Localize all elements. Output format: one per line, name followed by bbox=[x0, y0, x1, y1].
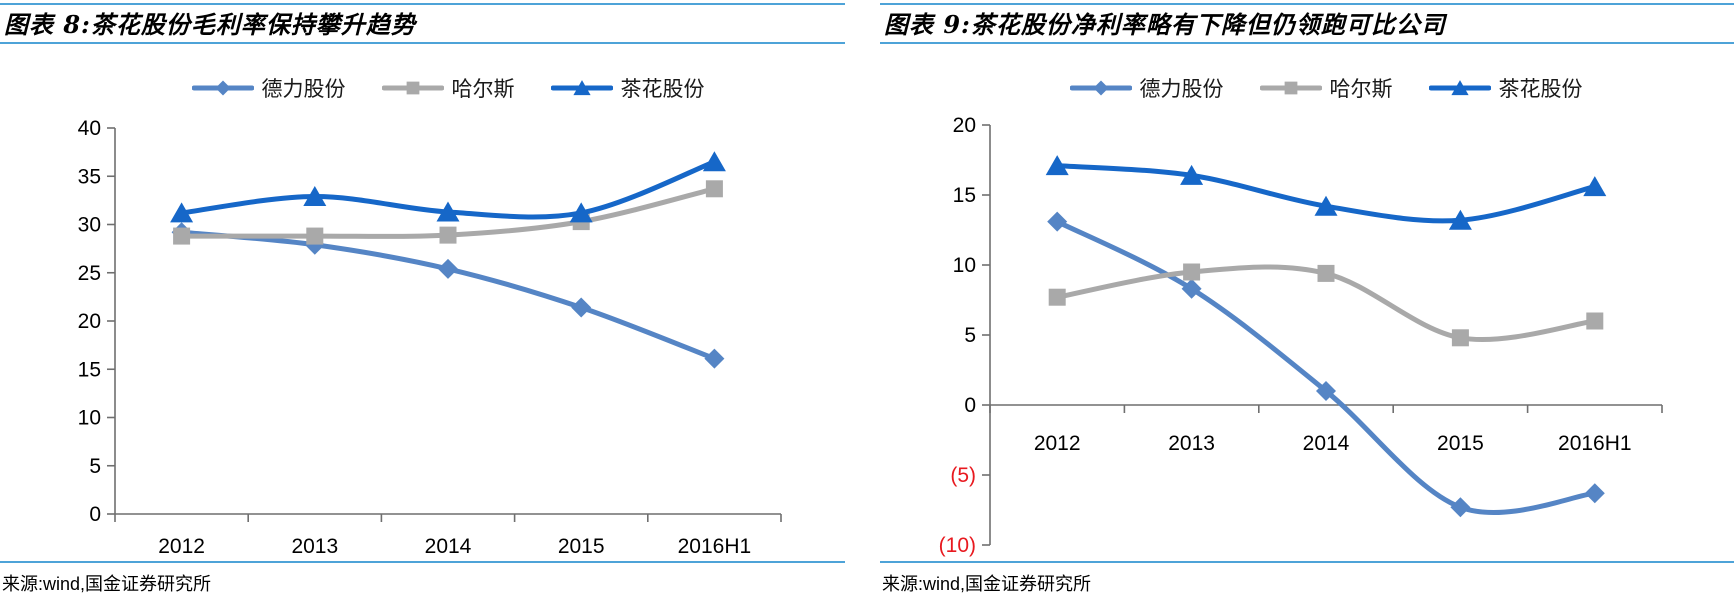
legend-label: 哈尔斯 bbox=[451, 78, 515, 101]
fig9-marker-triangle-茶花股份 bbox=[1314, 195, 1338, 216]
fig9-marker-triangle-茶花股份 bbox=[1045, 155, 1069, 176]
legend-label: 茶花股份 bbox=[620, 78, 705, 101]
legend-marker-德力股份 bbox=[1093, 80, 1108, 96]
fig8-marker-square-哈尔斯 bbox=[439, 226, 457, 244]
figure9-top-rule bbox=[880, 3, 1734, 5]
fig9-y-tick-label: 10 bbox=[953, 254, 976, 277]
fig8-y-tick-label: 40 bbox=[78, 117, 101, 140]
fig9-y-tick-label: (5) bbox=[950, 464, 976, 487]
fig8-marker-square-哈尔斯 bbox=[306, 227, 324, 245]
figure9-bottom-rule bbox=[880, 561, 1734, 563]
fig8-y-tick-label: 0 bbox=[89, 503, 101, 526]
fig8-y-tick-label: 20 bbox=[78, 310, 101, 333]
fig9-x-tick-label: 2016H1 bbox=[1558, 432, 1632, 455]
legend-marker-哈尔斯 bbox=[1284, 81, 1297, 95]
fig9-marker-triangle-茶花股份 bbox=[1448, 209, 1472, 230]
figure8-title: 图表 8:茶花股份毛利率保持攀升趋势 bbox=[4, 10, 416, 39]
fig9-y-tick-label: 20 bbox=[953, 114, 976, 137]
legend-item-茶花股份: 茶花股份 bbox=[1428, 73, 1583, 103]
fig8-y-tick-label: 5 bbox=[89, 455, 101, 478]
legend-marker-德力股份 bbox=[215, 80, 230, 96]
legend-item-哈尔斯: 哈尔斯 bbox=[1259, 73, 1393, 103]
fig9-marker-diamond-德力股份 bbox=[1047, 211, 1068, 232]
fig9-x-tick-label: 2013 bbox=[1168, 432, 1215, 455]
square-legend-icon bbox=[381, 81, 444, 95]
fig8-y-tick-label: 25 bbox=[78, 262, 101, 285]
fig8-x-tick-label: 2014 bbox=[425, 535, 472, 558]
fig8-y-tick-label: 15 bbox=[78, 358, 101, 381]
square-legend-icon bbox=[1259, 81, 1322, 95]
legend-marker-哈尔斯 bbox=[406, 81, 419, 95]
fig8-marker-diamond-德力股份 bbox=[571, 297, 592, 318]
figure8-panel: 图表 8:茶花股份毛利率保持攀升趋势 德力股份 哈尔斯 茶花股份 0 5 10 15 20 2… bbox=[0, 0, 845, 616]
figure9-title-underline bbox=[880, 42, 1734, 44]
fig8-y-tick-label: 30 bbox=[78, 214, 101, 237]
fig8-marker-diamond-德力股份 bbox=[438, 258, 458, 279]
legend-marker-茶花股份 bbox=[1450, 80, 1469, 96]
fig9-x-tick-label: 2014 bbox=[1303, 432, 1350, 455]
fig9-y-tick-label: 5 bbox=[964, 324, 976, 347]
fig8-series-line-德力股份 bbox=[179, 229, 717, 362]
legend-item-茶花股份: 茶花股份 bbox=[550, 73, 705, 103]
legend-label: 茶花股份 bbox=[1498, 78, 1583, 101]
legend-label: 德力股份 bbox=[261, 78, 346, 101]
figure8-bottom-rule bbox=[0, 561, 845, 563]
figure8-source-note: 来源:wind,国金证券研究所 bbox=[2, 574, 212, 594]
legend-item-德力股份: 德力股份 bbox=[1069, 73, 1224, 103]
fig8-marker-triangle-茶花股份 bbox=[436, 201, 460, 222]
diamond-legend-icon bbox=[191, 80, 254, 96]
figure8-line-chart: 0 5 10 15 20 25 30 35 40 2012 2013 2014 2015 2016H1 bbox=[78, 117, 782, 558]
fig8-marker-diamond-德力股份 bbox=[704, 348, 725, 369]
figure8-top-rule bbox=[0, 3, 845, 5]
fig9-marker-diamond-德力股份 bbox=[1450, 497, 1471, 518]
fig9-x-tick-label: 2015 bbox=[1437, 432, 1484, 455]
figure8-title-underline bbox=[0, 42, 845, 44]
fig9-marker-triangle-茶花股份 bbox=[1180, 164, 1204, 185]
diamond-legend-icon bbox=[1069, 80, 1132, 96]
fig8-marker-triangle-茶花股份 bbox=[303, 186, 327, 207]
figure8-legend: 德力股份 哈尔斯 茶花股份 bbox=[115, 72, 781, 104]
fig8-y-tick-label: 10 bbox=[78, 407, 101, 430]
triangle-legend-icon bbox=[550, 80, 613, 96]
fig9-marker-square-哈尔斯 bbox=[1451, 329, 1469, 347]
fig9-marker-square-哈尔斯 bbox=[1317, 264, 1335, 282]
figure9-panel: 图表 9:茶花股份净利率略有下降但仍领跑可比公司 德力股份 哈尔斯 茶花股份 (10… bbox=[880, 0, 1734, 616]
fig9-marker-triangle-茶花股份 bbox=[1583, 176, 1607, 197]
fig8-marker-square-哈尔斯 bbox=[173, 227, 191, 245]
fig8-x-tick-label: 2012 bbox=[158, 535, 205, 558]
fig8-x-tick-label: 2015 bbox=[558, 535, 605, 558]
fig9-marker-diamond-德力股份 bbox=[1181, 278, 1202, 299]
fig9-marker-square-哈尔斯 bbox=[1048, 288, 1066, 306]
figure9-source-note: 来源:wind,国金证券研究所 bbox=[882, 574, 1092, 594]
fig8-x-tick-label: 2016H1 bbox=[678, 535, 752, 558]
fig8-x-tick-label: 2013 bbox=[291, 535, 338, 558]
legend-item-哈尔斯: 哈尔斯 bbox=[381, 73, 515, 103]
legend-label: 哈尔斯 bbox=[1329, 78, 1393, 101]
fig9-y-tick-label: (10) bbox=[939, 534, 976, 557]
fig9-marker-diamond-德力股份 bbox=[1316, 381, 1336, 401]
fig9-marker-square-哈尔斯 bbox=[1586, 312, 1604, 330]
fig8-marker-square-哈尔斯 bbox=[705, 180, 723, 198]
figure9-legend: 德力股份 哈尔斯 茶花股份 bbox=[990, 72, 1662, 104]
legend-label: 德力股份 bbox=[1139, 78, 1224, 101]
fig8-marker-triangle-茶花股份 bbox=[702, 151, 726, 172]
fig9-marker-diamond-德力股份 bbox=[1584, 483, 1605, 504]
legend-item-德力股份: 德力股份 bbox=[191, 73, 346, 103]
fig8-y-tick-label: 35 bbox=[78, 165, 101, 188]
fig8-marker-triangle-茶花股份 bbox=[569, 202, 593, 223]
triangle-legend-icon bbox=[1428, 80, 1491, 96]
fig9-x-tick-label: 2012 bbox=[1034, 432, 1081, 455]
fig9-y-tick-label: 0 bbox=[964, 394, 976, 417]
fig8-marker-triangle-茶花股份 bbox=[170, 202, 194, 223]
figure9-line-chart: (10) (5) 0 5 10 15 20 2012 2013 2014 2015 2016H1 bbox=[939, 114, 1663, 557]
fig9-marker-square-哈尔斯 bbox=[1183, 263, 1201, 281]
legend-marker-茶花股份 bbox=[572, 80, 591, 96]
figure9-title: 图表 9:茶花股份净利率略有下降但仍领跑可比公司 bbox=[884, 10, 1446, 39]
fig9-y-tick-label: 15 bbox=[953, 184, 976, 207]
